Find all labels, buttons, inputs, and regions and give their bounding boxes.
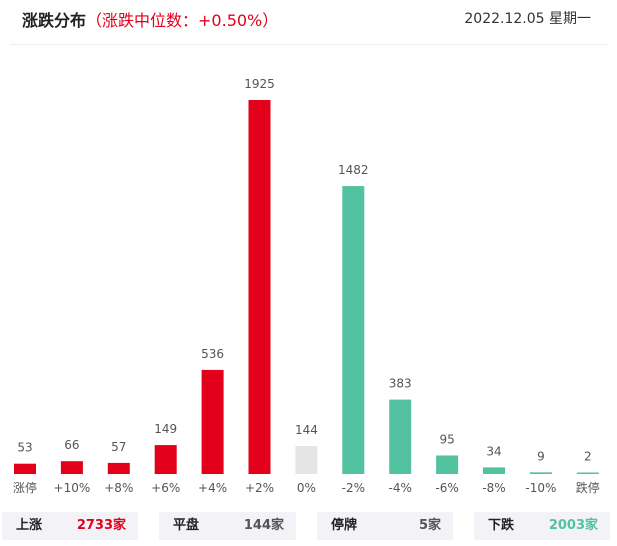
summary-halt: 停牌 5家 <box>317 512 453 540</box>
value-label-10: 34 <box>486 444 501 458</box>
bar-3 <box>154 445 177 474</box>
bar-7 <box>342 186 365 474</box>
summary-halt-value: 5家 <box>418 518 441 533</box>
summary-bar: 上涨 2733家 平盘 144家 停牌 5家 下跌 2003家 <box>0 512 617 540</box>
value-label-2: 57 <box>111 440 126 454</box>
chart-title: 涨跌分布（涨跌中位数：+0.50%） <box>22 7 278 31</box>
median-change: （涨跌中位数：+0.50%） <box>86 11 279 30</box>
summary-up-label: 上涨 <box>16 518 43 533</box>
summary-up-value: 2733家 <box>76 518 126 533</box>
value-label-5: 1925 <box>244 77 275 91</box>
category-label-3: +6% <box>151 481 180 495</box>
category-label-10: -8% <box>482 481 505 495</box>
summary-down-label: 下跌 <box>488 518 515 533</box>
bar-11 <box>529 472 552 474</box>
category-label-4: +4% <box>198 481 227 495</box>
bar-2 <box>107 462 130 474</box>
bar-1 <box>60 461 83 474</box>
category-label-7: -2% <box>342 481 365 495</box>
bar-9 <box>436 455 459 474</box>
summary-halt-label: 停牌 <box>331 518 358 533</box>
category-label-8: -4% <box>389 481 412 495</box>
summary-flat-value: 144家 <box>243 518 284 533</box>
summary-up: 上涨 2733家 <box>2 512 138 540</box>
category-label-1: +10% <box>54 481 91 495</box>
category-label-6: 0% <box>297 481 316 495</box>
value-label-1: 66 <box>64 438 79 452</box>
bar-12 <box>576 472 599 474</box>
bar-6 <box>295 446 318 474</box>
summary-down: 下跌 2003家 <box>474 512 610 540</box>
category-label-2: +8% <box>104 481 133 495</box>
bar-8 <box>389 399 412 474</box>
value-label-9: 95 <box>439 433 454 447</box>
summary-flat-label: 平盘 <box>173 518 200 533</box>
summary-down-value: 2003家 <box>548 518 598 533</box>
chart-header: 涨跌分布（涨跌中位数：+0.50%） 2022.12.05 星期一 <box>0 0 617 44</box>
category-label-0: 涨停 <box>13 480 37 495</box>
category-label-11: -10% <box>525 481 556 495</box>
bar-0 <box>14 463 36 474</box>
category-label-5: +2% <box>245 481 274 495</box>
summary-flat: 平盘 144家 <box>159 512 296 540</box>
value-label-3: 149 <box>154 422 177 436</box>
bar-10 <box>483 467 505 474</box>
value-label-8: 383 <box>389 377 412 391</box>
title-text: 涨跌分布 <box>22 11 87 30</box>
category-label-12: 跌停 <box>576 480 600 495</box>
category-label-9: -6% <box>435 481 458 495</box>
value-label-0: 53 <box>17 441 32 455</box>
bar-5 <box>248 100 271 474</box>
value-label-11: 9 <box>537 449 545 463</box>
bar-4 <box>201 369 224 474</box>
header-divider <box>10 44 607 45</box>
distribution-bar-chart: 53 涨停 66 +10% 57 +8% 149 +6% 536 +4% 1925 +2% 144 0% 1… <box>13 77 600 495</box>
value-label-12: 2 <box>584 450 592 464</box>
value-label-6: 144 <box>295 423 318 437</box>
value-label-7: 1482 <box>338 163 369 177</box>
value-label-4: 536 <box>201 347 224 361</box>
trading-date: 2022.12.05 星期一 <box>464 11 591 27</box>
